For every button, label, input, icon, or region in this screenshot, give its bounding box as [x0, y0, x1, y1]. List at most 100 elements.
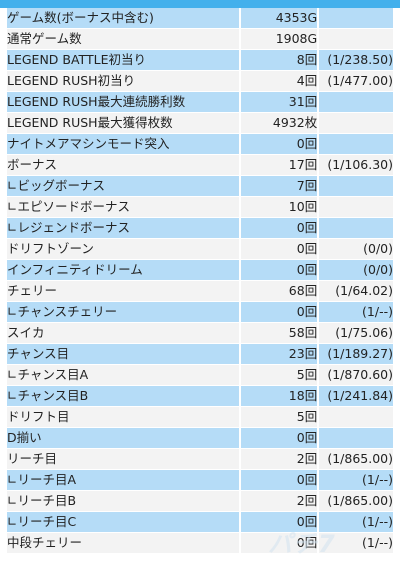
row-count: 58回 — [241, 323, 318, 343]
cell-gap — [239, 428, 242, 448]
cell-gap — [317, 533, 320, 553]
cell-gap — [317, 113, 320, 133]
row-label: チャンス目 — [7, 344, 240, 364]
cell-gap — [239, 176, 242, 196]
cell-gap — [317, 134, 320, 154]
cell-gap — [317, 92, 320, 112]
table-row: リーチ目 2回 (1/865.00) — [7, 449, 393, 469]
cell-gap — [239, 29, 242, 49]
cell-gap — [239, 512, 242, 532]
row-label: ∟エピソードボーナス — [7, 197, 240, 217]
cell-gap — [239, 50, 242, 70]
row-label: ∟レジェンドボーナス — [7, 218, 240, 238]
row-label: ドリフトゾーン — [7, 239, 240, 259]
row-probability: (1/--) — [319, 533, 393, 553]
row-probability: (1/--) — [319, 512, 393, 532]
cell-gap — [317, 218, 320, 238]
row-count: 4932枚 — [241, 113, 318, 133]
header-bar — [0, 0, 400, 8]
table-row: ∟ビッグボーナス 7回 — [7, 176, 393, 196]
table-row: LEGEND RUSH最大獲得枚数 4932枚 — [7, 113, 393, 133]
table-row: ∟リーチ目A 0回 (1/--) — [7, 470, 393, 490]
row-count: 4回 — [241, 71, 318, 91]
row-probability — [319, 428, 393, 448]
table-row: ナイトメアマシンモード突入 0回 — [7, 134, 393, 154]
row-probability — [319, 176, 393, 196]
cell-gap — [239, 449, 242, 469]
row-probability: (0/0) — [319, 260, 393, 280]
cell-gap — [317, 239, 320, 259]
row-count: 2回 — [241, 449, 318, 469]
table-row: ∟レジェンドボーナス 0回 — [7, 218, 393, 238]
cell-gap — [317, 470, 320, 490]
row-probability: (1/189.27) — [319, 344, 393, 364]
cell-gap — [317, 176, 320, 196]
cell-gap — [317, 344, 320, 364]
row-probability — [319, 134, 393, 154]
table-row: インフィニティドリーム 0回 (0/0) — [7, 260, 393, 280]
row-label: LEGEND RUSH初当り — [7, 71, 240, 91]
table-row: LEGEND BATTLE初当り 8回 (1/238.50) — [7, 50, 393, 70]
row-count: 0回 — [241, 218, 318, 238]
table-row: ドリフト目 5回 — [7, 407, 393, 427]
cell-gap — [239, 155, 242, 175]
table-row: チャンス目 23回 (1/189.27) — [7, 344, 393, 364]
cell-gap — [317, 281, 320, 301]
row-label: ナイトメアマシンモード突入 — [7, 134, 240, 154]
cell-gap — [239, 134, 242, 154]
watermark-logo: パチ7 — [268, 530, 336, 558]
row-probability: (1/64.02) — [319, 281, 393, 301]
row-count: 0回 — [241, 302, 318, 322]
cell-gap — [239, 239, 242, 259]
cell-gap — [239, 8, 242, 28]
cell-gap — [239, 260, 242, 280]
cell-gap — [317, 512, 320, 532]
row-probability: (1/865.00) — [319, 491, 393, 511]
row-probability: (0/0) — [319, 239, 393, 259]
cell-gap — [239, 323, 242, 343]
row-count: 4353G — [241, 8, 318, 28]
row-probability: (1/--) — [319, 470, 393, 490]
cell-gap — [239, 281, 242, 301]
row-label: ∟チャンスチェリー — [7, 302, 240, 322]
cell-gap — [239, 386, 242, 406]
row-count: 0回 — [241, 260, 318, 280]
table-row: ∟チャンス目A 5回 (1/870.60) — [7, 365, 393, 385]
table-row: スイカ 58回 (1/75.06) — [7, 323, 393, 343]
row-probability: (1/865.00) — [319, 449, 393, 469]
row-count: 17回 — [241, 155, 318, 175]
cell-gap — [239, 218, 242, 238]
table-row: ∟リーチ目B 2回 (1/865.00) — [7, 491, 393, 511]
cell-gap — [317, 491, 320, 511]
cell-gap — [239, 533, 242, 553]
row-label: ∟リーチ目C — [7, 512, 240, 532]
row-count: 68回 — [241, 281, 318, 301]
row-count: 23回 — [241, 344, 318, 364]
cell-gap — [317, 386, 320, 406]
row-probability: (1/870.60) — [319, 365, 393, 385]
row-probability — [319, 218, 393, 238]
cell-gap — [239, 197, 242, 217]
cell-gap — [317, 29, 320, 49]
table-row: ∟チャンスチェリー 0回 (1/--) — [7, 302, 393, 322]
row-label: ∟リーチ目B — [7, 491, 240, 511]
row-probability: (1/75.06) — [319, 323, 393, 343]
cell-gap — [317, 8, 320, 28]
row-label: ゲーム数(ボーナス中含む) — [7, 8, 240, 28]
cell-gap — [239, 470, 242, 490]
row-count: 0回 — [241, 134, 318, 154]
row-probability — [319, 29, 393, 49]
table-row: D揃い 0回 — [7, 428, 393, 448]
table-row: ボーナス 17回 (1/106.30) — [7, 155, 393, 175]
row-label: インフィニティドリーム — [7, 260, 240, 280]
cell-gap — [317, 428, 320, 448]
row-count: 0回 — [241, 470, 318, 490]
cell-gap — [317, 260, 320, 280]
row-count: 8回 — [241, 50, 318, 70]
table-row: ∟エピソードボーナス 10回 — [7, 197, 393, 217]
row-count: 5回 — [241, 365, 318, 385]
row-label: LEGEND BATTLE初当り — [7, 50, 240, 70]
row-probability: (1/106.30) — [319, 155, 393, 175]
row-count: 10回 — [241, 197, 318, 217]
stats-table: ゲーム数(ボーナス中含む) 4353G 通常ゲーム数 1908G LEGEND BATT… — [7, 7, 393, 554]
